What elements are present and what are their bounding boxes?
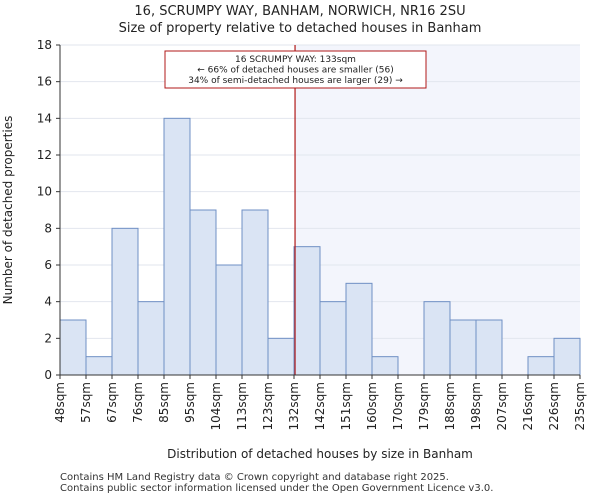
- x-tick-label-8: 123sqm: [261, 382, 275, 430]
- y-tick-label-6: 12: [37, 148, 52, 162]
- bar-8: [267, 337, 295, 376]
- chart-subtitle: Size of property relative to detached ho…: [118, 21, 482, 36]
- x-tick-label-14: 179sqm: [417, 382, 431, 430]
- x-tick-label-6: 104sqm: [209, 382, 223, 430]
- annotation-line1: 16 SCRUMPY WAY: 133sqm: [235, 55, 356, 65]
- y-tick-label-0: 0: [44, 368, 52, 382]
- y-axis-label: Number of detached properties: [1, 116, 15, 305]
- bar-10: [319, 301, 347, 376]
- x-tick-label-17: 207sqm: [495, 382, 509, 430]
- y-tick-label-8: 16: [37, 75, 52, 89]
- x-tick-label-19: 226sqm: [547, 382, 561, 430]
- x-tick-label-20: 235sqm: [573, 382, 587, 430]
- annotation-line3: 34% of semi-detached houses are larger (…: [188, 76, 403, 86]
- x-tick-label-7: 113sqm: [235, 382, 249, 430]
- attribution-line-1: Contains HM Land Registry data © Crown c…: [60, 472, 449, 483]
- y-ticks: 0 2 4 6 8 10 12 14 16 18: [37, 38, 60, 382]
- bar-2: [111, 227, 139, 376]
- x-tick-label-0: 48sqm: [53, 382, 67, 423]
- bar-19: [553, 337, 581, 376]
- bar-9: [293, 246, 321, 376]
- bar-6: [215, 264, 243, 376]
- y-tick-label-5: 10: [37, 185, 52, 199]
- y-tick-label-9: 18: [37, 38, 52, 52]
- y-tick-label-2: 4: [44, 295, 52, 309]
- y-tick-label-3: 6: [44, 258, 52, 272]
- x-tick-label-5: 95sqm: [183, 382, 197, 423]
- chart-title: 16, SCRUMPY WAY, BANHAM, NORWICH, NR16 2…: [134, 4, 466, 19]
- bars: [59, 117, 581, 376]
- bar-3: [137, 301, 165, 376]
- x-tick-label-18: 216sqm: [521, 382, 535, 430]
- bar-12: [371, 356, 399, 376]
- x-tick-label-15: 188sqm: [443, 382, 457, 430]
- x-tick-label-4: 85sqm: [157, 382, 171, 423]
- x-tick-label-10: 142sqm: [313, 382, 327, 430]
- bar-18: [527, 356, 555, 376]
- y-tick-label-1: 2: [44, 331, 52, 345]
- annotation-box: [164, 50, 427, 89]
- bar-1: [85, 356, 113, 376]
- attribution-line-2: Contains public sector information licen…: [60, 483, 494, 494]
- x-tick-label-12: 160sqm: [365, 382, 379, 430]
- marker-group: 16 SCRUMPY WAY: 133sqm← 66% of detached …: [164, 45, 427, 375]
- bar-11: [345, 282, 373, 376]
- x-tick-label-3: 76sqm: [131, 382, 145, 423]
- x-tick-label-9: 132sqm: [287, 382, 301, 430]
- bar-14: [423, 301, 451, 376]
- bar-0: [59, 319, 87, 376]
- annotation-line2: ← 66% of detached houses are smaller (56…: [197, 66, 394, 76]
- x-tick-label-1: 57sqm: [79, 382, 93, 423]
- bar-16: [475, 319, 503, 376]
- y-tick-label-4: 8: [44, 221, 52, 235]
- y-tick-label-7: 14: [37, 111, 52, 125]
- x-ticks: 48sqm 57sqm 67sqm 76sqm 85sqm 95sqm 104sqm 113s…: [53, 375, 587, 430]
- chart-title-block: 16, SCRUMPY WAY, BANHAM, NORWICH, NR16 2…: [0, 3, 600, 37]
- histogram-chart: 16 SCRUMPY WAY: 133sqm← 66% of detached …: [1, 38, 587, 461]
- attribution-footer: Contains HM Land Registry data © Crown c…: [60, 472, 493, 494]
- bar-7: [241, 209, 269, 376]
- bar-4: [163, 117, 191, 376]
- bar-15: [449, 319, 477, 376]
- x-axis-label: Distribution of detached houses by size …: [167, 447, 473, 461]
- bar-5: [189, 209, 217, 376]
- x-tick-label-11: 151sqm: [339, 382, 353, 430]
- x-tick-label-16: 198sqm: [469, 382, 483, 430]
- x-tick-label-13: 170sqm: [391, 382, 405, 430]
- x-tick-label-2: 67sqm: [105, 382, 119, 423]
